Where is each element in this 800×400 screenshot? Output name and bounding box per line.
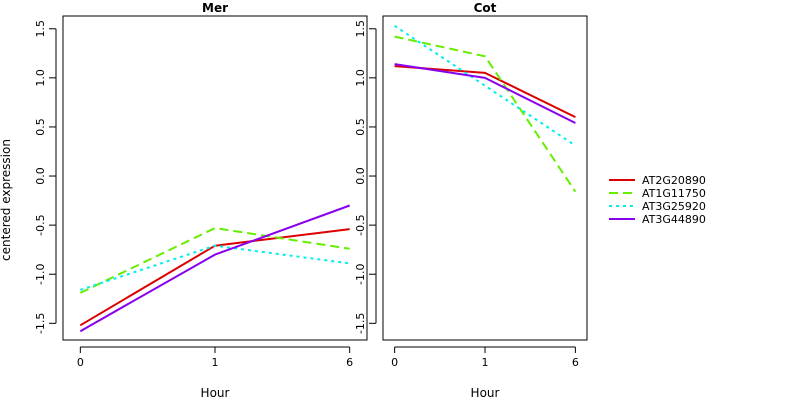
y-tick-label: -1.5	[34, 313, 47, 334]
x-tick-label: 0	[77, 356, 84, 369]
x-axis-label: Hour	[201, 386, 230, 400]
series-line-at3g44890	[394, 63, 576, 124]
x-tick-label: 6	[572, 356, 579, 369]
y-tick-label: 1.0	[34, 69, 47, 87]
legend-label-at2g20890: AT2G20890	[642, 174, 706, 187]
x-axis-label: Hour	[471, 386, 500, 400]
series-line-at1g11750	[394, 35, 577, 193]
panel-title: Cot	[474, 1, 497, 15]
legend-label-at3g25920: AT3G25920	[642, 200, 706, 213]
panel-title: Mer	[202, 1, 228, 15]
y-tick-label: -0.5	[34, 214, 47, 235]
plot-frame	[382, 15, 588, 341]
legend-label-at1g11750: AT1G11750	[642, 187, 706, 200]
plot-frame	[62, 15, 368, 341]
series-line-at1g11750	[79, 227, 350, 294]
y-tick-label: -1.5	[354, 313, 367, 334]
series-line-at3g25920	[79, 244, 350, 291]
y-tick-label: 1.5	[354, 20, 367, 37]
y-axis-label: centered expression	[0, 139, 13, 261]
series-line-at3g25920	[394, 24, 576, 147]
panel-cot: Cot -1.5 -1.0 -0.5 0.0 0.5 1.0 1.5 0 1 6 Hour	[354, 1, 588, 400]
panel-mer: Mer -1.5 -1.0 -0.5 0.0 0.5 1.0 1.5 0 1 6 Hour	[34, 1, 368, 400]
legend-label-at3g44890: AT3G44890	[642, 213, 706, 226]
y-tick-label: 0.0	[354, 167, 367, 185]
chart-panels: Mer -1.5 -1.0 -0.5 0.0 0.5 1.0 1.5 0 1 6 Hour Cot -1.…	[34, 1, 588, 400]
x-tick-label: 1	[482, 356, 489, 369]
series-line-at3g44890	[79, 204, 351, 333]
y-tick-label: 1.5	[34, 20, 47, 37]
x-tick-label: 6	[346, 356, 353, 369]
y-tick-label: 0.0	[34, 167, 47, 185]
y-tick-label: 1.0	[354, 69, 367, 87]
y-tick-label: -1.0	[34, 263, 47, 284]
x-tick-label: 1	[212, 356, 219, 369]
y-tick-label: -0.5	[354, 214, 367, 235]
y-tick-label: -1.0	[354, 263, 367, 284]
x-tick-label: 0	[391, 356, 398, 369]
y-tick-label: 0.5	[34, 118, 47, 136]
y-tick-label: 0.5	[354, 118, 367, 136]
